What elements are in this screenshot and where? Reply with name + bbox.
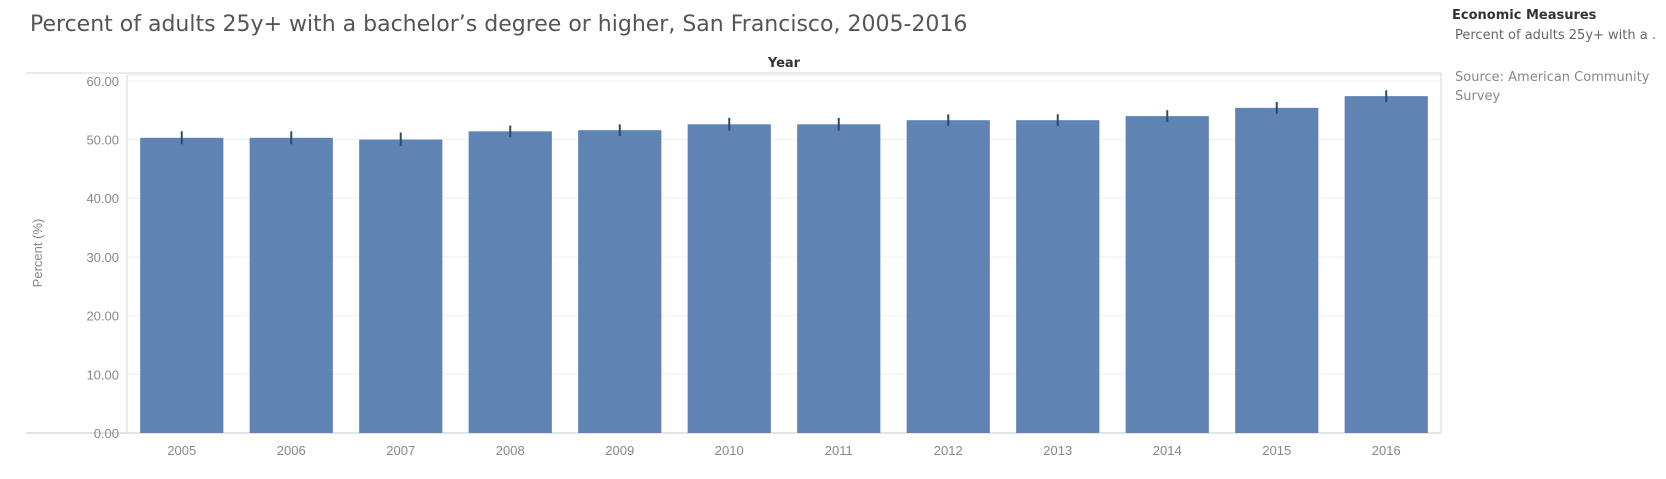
x-tick-label: 2008 <box>496 443 525 458</box>
y-tick-label: 60.00 <box>86 74 119 89</box>
x-tick-label: 2015 <box>1262 443 1291 458</box>
x-tick-label: 2016 <box>1372 443 1401 458</box>
x-tick-label: 2006 <box>277 443 306 458</box>
y-axis-title: Percent (%) <box>30 219 45 288</box>
bar-2014[interactable] <box>1125 116 1209 433</box>
bar-2005[interactable] <box>140 137 224 433</box>
y-tick-label: 50.00 <box>86 133 119 148</box>
bar-2013[interactable] <box>1016 120 1100 434</box>
y-tick-label: 10.00 <box>86 367 119 382</box>
chart-title: Percent of adults 25y+ with a bachelor’s… <box>30 12 968 37</box>
bar-2016[interactable] <box>1344 96 1428 433</box>
column-header: Year <box>767 56 801 71</box>
legend-item[interactable]: Percent of adults 25y+ with a .. <box>1455 28 1655 43</box>
bar-2006[interactable] <box>249 137 333 433</box>
y-tick-label: 0.00 <box>94 426 119 441</box>
source-note: Source: American Community Survey <box>1455 70 1650 104</box>
x-tick-label: 2013 <box>1043 443 1072 458</box>
bar-2007[interactable] <box>359 139 443 433</box>
x-tick-label: 2011 <box>825 443 853 458</box>
bar-2015[interactable] <box>1235 107 1319 433</box>
y-tick-label: 20.00 <box>86 309 119 324</box>
x-axis-ticks: 2005 2006 2007 2008 2009 2010 2011 2012 2013 2014… <box>167 443 1400 458</box>
bar-2010[interactable] <box>687 124 771 433</box>
bar-2009[interactable] <box>578 130 662 433</box>
legend-title: Economic Measures <box>1452 8 1597 23</box>
y-axis-ticks: 0.00 10.00 20.00 30.00 40.00 50.00 60.00 <box>86 74 119 441</box>
bar-2011[interactable] <box>797 124 881 433</box>
y-tick-label: 30.00 <box>86 250 119 265</box>
bar-2012[interactable] <box>906 120 990 434</box>
x-tick-label: 2005 <box>167 443 196 458</box>
x-tick-label: 2012 <box>934 443 963 458</box>
x-tick-label: 2007 <box>386 443 415 458</box>
bar-2008[interactable] <box>468 131 552 433</box>
y-tick-label: 40.00 <box>86 191 119 206</box>
x-tick-label: 2009 <box>605 443 634 458</box>
gridlines <box>127 80 1441 375</box>
bars <box>140 96 1428 434</box>
error-bars <box>180 90 1388 147</box>
x-tick-label: 2010 <box>715 443 744 458</box>
x-tick-label: 2014 <box>1153 443 1182 458</box>
